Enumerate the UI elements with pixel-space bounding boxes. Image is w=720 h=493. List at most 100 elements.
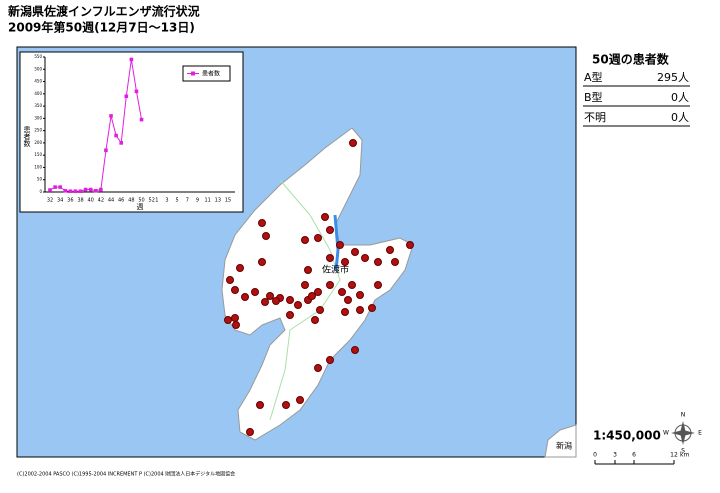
case-dot	[231, 286, 239, 294]
case-dot	[344, 296, 352, 304]
case-dot	[374, 258, 382, 266]
mainland-label: 新潟	[556, 441, 572, 451]
point	[63, 188, 68, 193]
point	[134, 89, 139, 94]
case-dot	[356, 291, 364, 299]
compass-w: W	[663, 430, 669, 437]
x-tick-label: 7	[186, 198, 189, 204]
case-dot	[258, 219, 266, 227]
case-dot	[246, 428, 254, 436]
x-tick-label: 44	[108, 198, 114, 204]
case-dot	[286, 296, 294, 304]
case-dot	[232, 321, 240, 329]
point	[88, 187, 93, 192]
case-dot	[316, 306, 324, 314]
case-dot	[406, 241, 414, 249]
legend	[182, 65, 231, 82]
subtitle: 2009年第50週(12月7日～13日)	[8, 20, 195, 35]
point	[83, 187, 88, 192]
x-tick-label: 3	[165, 198, 168, 204]
row-label: A型	[584, 70, 603, 84]
y-tick-label: 200	[34, 140, 42, 145]
case-dot	[231, 314, 239, 322]
x-axis-label: 週	[137, 202, 144, 211]
case-dot	[296, 396, 304, 404]
case-dot	[294, 301, 302, 309]
scale-label: 0	[593, 452, 597, 459]
case-dot	[256, 401, 264, 409]
mainland	[544, 424, 577, 458]
case-dot	[349, 139, 357, 147]
y-tick-label: 150	[34, 152, 42, 157]
compass: N E S W	[663, 412, 702, 455]
x-tick-label: 42	[98, 198, 104, 204]
scale-label: 3	[613, 452, 617, 459]
case-dot	[226, 276, 234, 284]
x-tick-label: 40	[87, 198, 93, 204]
map: 佐渡市 新潟	[221, 127, 577, 458]
point	[104, 148, 108, 153]
x-tick-label: 32	[47, 198, 53, 204]
point	[109, 114, 113, 118]
point	[114, 133, 118, 138]
footer: (C)2002-2004 PASCO (C)1995-2004 INCREMEN…	[17, 471, 235, 478]
x-tick-label: 46	[118, 198, 124, 204]
case-dot	[368, 304, 376, 312]
point	[73, 189, 78, 194]
case-dot	[251, 288, 259, 296]
y-tick-label: 450	[34, 79, 42, 84]
row-label: B型	[584, 90, 603, 104]
case-dot	[314, 288, 322, 296]
case-dot	[258, 258, 266, 266]
x-tick-label: 1	[155, 198, 158, 204]
case-dot	[241, 293, 249, 301]
case-dot	[314, 364, 322, 372]
case-dot	[261, 298, 269, 306]
city-label: 佐渡市	[322, 264, 349, 276]
point	[124, 94, 129, 99]
case-dot	[386, 246, 394, 254]
case-dot	[301, 281, 309, 289]
point	[78, 189, 83, 194]
point	[139, 117, 144, 122]
compass-e: E	[698, 430, 702, 437]
case-dot	[338, 288, 346, 296]
title: 新潟県佐渡インフルエンザ流行状況	[8, 4, 200, 19]
row-value: 0人	[671, 91, 689, 104]
y-axis-label: 患者数	[23, 125, 31, 148]
y-tick-label: 0	[39, 189, 42, 194]
x-tick-label: 36	[67, 198, 73, 204]
case-dot	[361, 254, 369, 262]
x-tick-label: 15	[225, 198, 231, 204]
case-dot	[326, 226, 334, 234]
point	[48, 188, 52, 192]
scale-ratio: 1:450,000	[593, 429, 661, 443]
case-dot	[321, 213, 329, 221]
case-dot	[336, 241, 344, 249]
case-dot	[351, 248, 359, 256]
y-tick-label: 100	[34, 164, 42, 169]
case-dot	[311, 316, 319, 324]
scale-label: 6	[632, 452, 636, 459]
x-tick-label: 38	[77, 198, 83, 204]
case-dot	[356, 306, 364, 314]
point	[58, 185, 62, 189]
row-value: 295人	[657, 71, 689, 84]
y-tick-label: 550	[34, 54, 42, 59]
compass-s: S	[681, 448, 685, 455]
scale-label: 12	[670, 452, 678, 459]
case-dot	[266, 292, 274, 300]
x-tick-label: 34	[57, 198, 63, 204]
case-dot	[351, 346, 359, 354]
x-tick-label: 5	[176, 198, 179, 204]
panel-heading: 50週の患者数	[592, 52, 670, 67]
case-dot	[341, 308, 349, 316]
y-tick-label: 50	[37, 177, 43, 182]
scale-unit: km	[680, 452, 689, 459]
lake	[333, 214, 340, 271]
case-dot	[326, 356, 334, 364]
road	[269, 179, 341, 421]
case-dot	[304, 266, 312, 274]
case-dot	[341, 258, 349, 266]
point	[99, 187, 103, 192]
